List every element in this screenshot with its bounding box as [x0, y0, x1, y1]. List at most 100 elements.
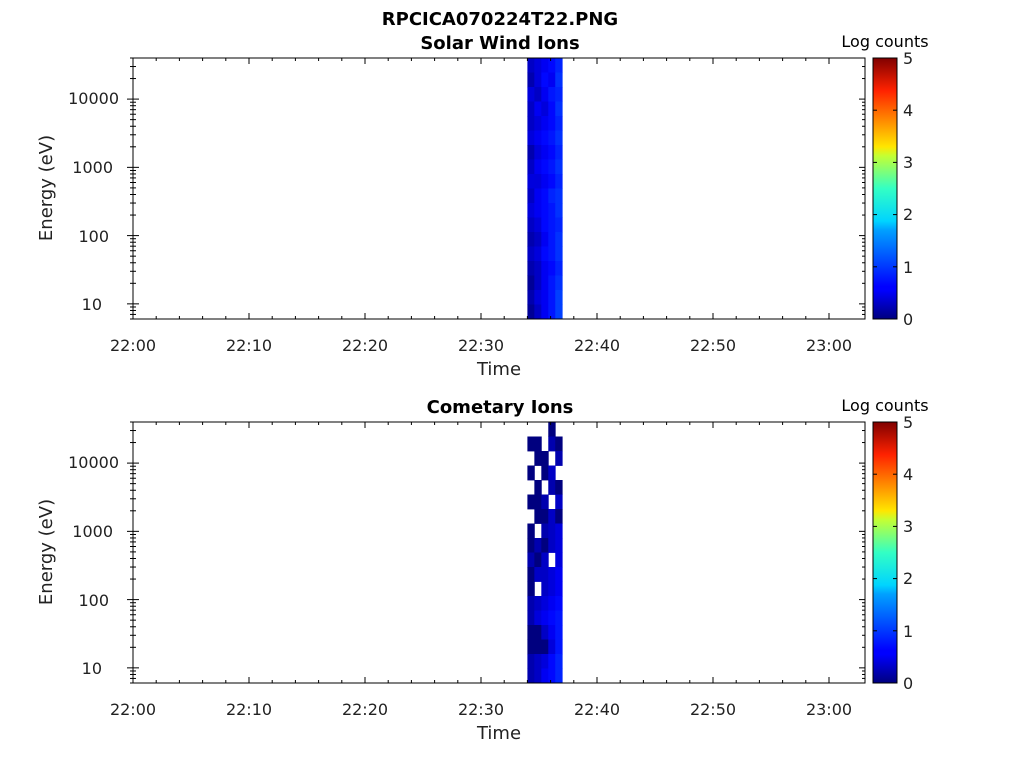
heatmap-cell — [548, 567, 556, 582]
colorbar-tick-label: 3 — [903, 517, 913, 536]
heatmap-cell — [534, 159, 542, 175]
heatmap-cell — [548, 654, 556, 669]
panel-title: Solar Wind Ions — [420, 33, 579, 54]
heatmap-cell — [527, 130, 535, 146]
heatmap-cell — [541, 538, 549, 553]
heatmap-cell — [534, 625, 542, 640]
heatmap-cell — [548, 188, 556, 204]
heatmap-cell — [527, 159, 535, 175]
heatmap-cell — [548, 145, 556, 160]
heatmap-cell — [541, 581, 549, 597]
heatmap-cell — [534, 610, 542, 626]
heatmap-cell — [555, 188, 563, 204]
colorbar: Log counts 0 1 2 3 4 5 — [841, 32, 928, 329]
heatmap-cell — [548, 232, 556, 247]
heatmap-cell — [527, 188, 535, 204]
heatmap-cell — [534, 217, 542, 233]
heatmap-cell — [534, 116, 542, 131]
heatmap-cell — [541, 668, 549, 684]
heatmap-cell — [527, 494, 535, 510]
heatmap-cell — [541, 145, 549, 160]
y-tick-label: 10000 — [68, 89, 119, 108]
heatmap-cell — [541, 188, 549, 204]
heatmap-cell — [555, 625, 563, 640]
heatmap-cell — [541, 654, 549, 669]
heatmap-cell — [541, 610, 549, 626]
heatmap-cell — [541, 232, 549, 247]
heatmap-cell — [541, 451, 549, 466]
heatmap-cell — [555, 232, 563, 247]
colorbar-gradient — [872, 57, 898, 320]
heatmap-cell — [527, 523, 535, 539]
heatmap-cell — [534, 246, 542, 262]
heatmap-cell — [527, 72, 535, 88]
x-tick-labels: 22:00 22:10 22:20 22:30 22:40 22:50 23:0… — [110, 336, 852, 355]
colorbar-tick-label: 5 — [903, 49, 913, 68]
heatmap-cell — [534, 552, 542, 568]
heatmap-cell — [548, 625, 556, 640]
heatmap-cell — [548, 610, 556, 626]
heatmap-cell — [541, 116, 549, 131]
heatmap-cell — [555, 72, 563, 88]
panel-solar-wind: Solar Wind Ions 22:00 22:10 22:20 22:30 … — [36, 32, 929, 380]
x-tick-labels: 22:00 22:10 22:20 22:30 22:40 22:50 23:0… — [110, 700, 852, 719]
heatmap-cell — [555, 290, 563, 305]
heatmap-cell — [534, 639, 542, 655]
heatmap-cell — [541, 261, 549, 276]
data-cells — [527, 422, 563, 684]
heatmap-cell — [555, 610, 563, 626]
heatmap-cell — [541, 130, 549, 146]
heatmap-cell — [555, 304, 563, 320]
ticks — [127, 421, 865, 684]
heatmap-cell — [534, 101, 542, 117]
heatmap-cell — [534, 480, 542, 495]
x-tick-label: 22:00 — [110, 336, 156, 355]
colorbar-tick-label: 1 — [903, 622, 913, 641]
y-tick-label: 10 — [82, 659, 102, 678]
heatmap-cell — [548, 130, 556, 146]
heatmap-cell — [534, 72, 542, 88]
heatmap-cell — [527, 261, 535, 276]
heatmap-cell — [527, 232, 535, 247]
heatmap-cell — [555, 159, 563, 175]
heatmap-cell — [555, 451, 563, 466]
colorbar-tick-label: 2 — [903, 569, 913, 588]
heatmap-cell — [555, 58, 563, 73]
colorbar-tick-label: 4 — [903, 465, 913, 484]
heatmap-cell — [527, 625, 535, 640]
x-tick-label: 22:50 — [690, 336, 736, 355]
heatmap-cell — [527, 145, 535, 160]
heatmap-cell — [527, 436, 535, 452]
heatmap-cell — [548, 246, 556, 262]
heatmap-cell — [548, 159, 556, 175]
colorbar-tick-label: 5 — [903, 413, 913, 432]
x-tick-label: 22:50 — [690, 700, 736, 719]
heatmap-cell — [555, 668, 563, 684]
colorbar: Log counts 0 1 2 3 4 5 — [841, 396, 928, 693]
x-tick-label: 22:40 — [574, 700, 620, 719]
heatmap-cell — [527, 246, 535, 262]
heatmap-cell — [555, 480, 563, 495]
heatmap-cell — [527, 290, 535, 305]
x-tick-label: 23:00 — [806, 336, 852, 355]
heatmap-cell — [555, 639, 563, 655]
heatmap-cell — [548, 275, 556, 291]
heatmap-cell — [548, 509, 556, 524]
heatmap-cell — [534, 188, 542, 204]
heatmap-cell — [541, 509, 549, 524]
heatmap-cell — [541, 72, 549, 88]
heatmap-cell — [527, 567, 535, 582]
data-cells — [527, 58, 563, 320]
y-tick-labels: 10 100 1000 10000 — [68, 453, 119, 678]
heatmap-cell — [548, 174, 556, 189]
x-tick-label: 22:30 — [458, 700, 504, 719]
heatmap-cell — [555, 523, 563, 539]
heatmap-cell — [534, 538, 542, 553]
heatmap-cell — [548, 596, 556, 611]
x-tick-label: 22:10 — [226, 700, 272, 719]
heatmap-cell — [555, 275, 563, 291]
colorbar-tick-label: 0 — [903, 310, 913, 329]
heatmap-cell — [527, 596, 535, 611]
heatmap-cell — [555, 87, 563, 102]
